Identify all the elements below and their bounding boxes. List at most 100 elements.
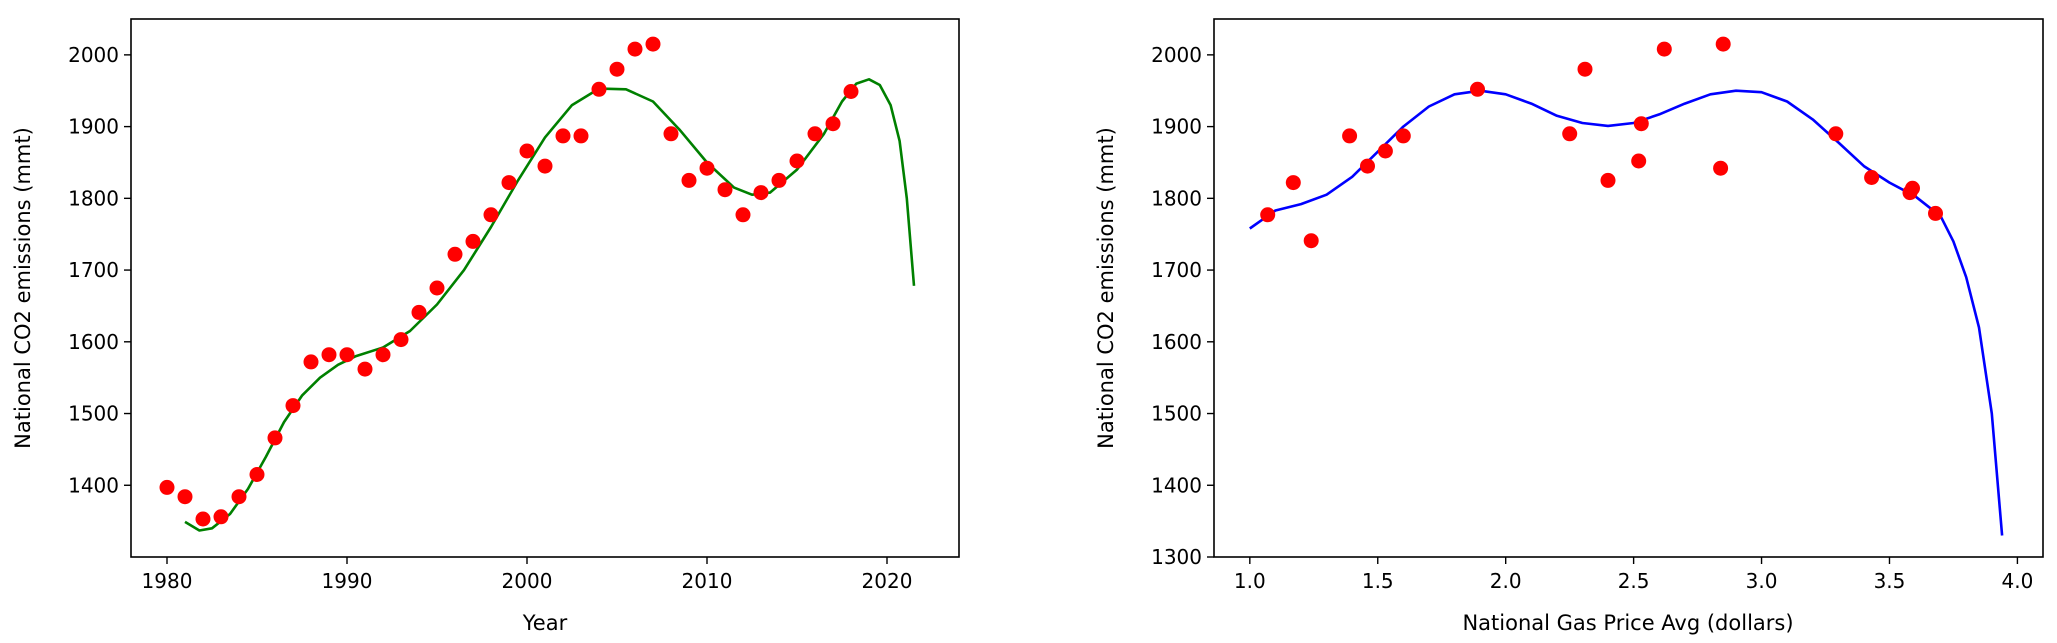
data-point xyxy=(753,185,769,201)
y-axis-ticks: 1300 1400 1500 1600 1700 1800 1900 2000 xyxy=(1151,43,1214,569)
data-point xyxy=(1633,116,1649,132)
data-point xyxy=(393,332,409,348)
data-point xyxy=(573,128,589,144)
data-point xyxy=(285,398,301,414)
data-point xyxy=(1377,143,1393,159)
data-point xyxy=(663,126,679,142)
data-point xyxy=(303,354,319,370)
y-tick-label: 1800 xyxy=(1151,186,1202,210)
data-point xyxy=(1656,41,1672,57)
data-point xyxy=(1905,180,1920,196)
x-tick-label: 2.0 xyxy=(1490,569,1522,593)
data-point xyxy=(789,153,805,169)
data-point xyxy=(627,41,643,57)
x-axis-ticks: 1.0 1.5 2.0 2.5 3.0 3.5 4.0 xyxy=(1234,557,2033,593)
x-tick-label: 1.0 xyxy=(1234,569,1266,593)
data-point xyxy=(411,304,427,320)
data-point xyxy=(537,158,553,174)
data-point xyxy=(1285,175,1301,191)
data-point xyxy=(339,347,355,363)
data-point xyxy=(1713,160,1729,176)
y-tick-label: 1900 xyxy=(1151,115,1202,139)
y-tick-label: 1700 xyxy=(1151,258,1202,282)
chart-year-vs-emissions: 1980 1990 2000 2010 2020 1400 1500 1600 1700 180… xyxy=(11,18,960,635)
data-point xyxy=(555,128,571,144)
x-tick-label: 2000 xyxy=(502,569,553,593)
data-point xyxy=(1360,158,1375,174)
chart-gas-price-vs-emissions: 1.0 1.5 2.0 2.5 3.0 3.5 4.0 1300 1400 1500 1600 17… xyxy=(1094,18,2044,635)
y-axis-label: National CO2 emissions (mmt) xyxy=(11,127,35,449)
data-point xyxy=(1395,128,1411,144)
x-axis-label: Year xyxy=(522,611,568,635)
y-tick-label: 1700 xyxy=(68,258,119,282)
x-tick-label: 3.5 xyxy=(1874,569,1906,593)
data-point xyxy=(1600,172,1616,188)
data-point xyxy=(159,479,175,495)
y-tick-label: 1600 xyxy=(68,330,119,354)
data-point xyxy=(483,207,499,223)
y-tick-label: 1400 xyxy=(1151,473,1202,497)
y-tick-label: 1500 xyxy=(1151,402,1202,426)
fit-line xyxy=(184,78,916,532)
x-tick-label: 2.5 xyxy=(1618,569,1650,593)
chart-marks xyxy=(159,36,916,532)
chart-marks xyxy=(1249,36,2004,536)
data-point xyxy=(681,172,697,188)
data-point xyxy=(1303,233,1319,249)
data-point xyxy=(1577,61,1593,77)
data-point xyxy=(267,430,283,446)
data-point xyxy=(1260,207,1276,223)
data-point xyxy=(249,467,265,482)
data-point xyxy=(1828,126,1844,142)
data-point xyxy=(591,81,607,97)
data-point xyxy=(177,489,193,505)
data-point xyxy=(519,143,535,159)
x-tick-label: 1990 xyxy=(322,569,373,593)
data-point xyxy=(1631,153,1647,169)
x-tick-label: 2010 xyxy=(682,569,733,593)
x-tick-label: 4.0 xyxy=(2002,569,2034,593)
data-point xyxy=(1715,36,1731,52)
data-point xyxy=(195,511,211,527)
x-tick-label: 1980 xyxy=(142,569,193,593)
data-point xyxy=(375,347,391,363)
data-point xyxy=(825,116,841,132)
data-point xyxy=(447,246,463,262)
data-point xyxy=(1342,128,1358,144)
data-point xyxy=(717,182,733,198)
y-axis-ticks: 1400 1500 1600 1700 1800 1900 2000 xyxy=(68,43,131,497)
y-tick-label: 1300 xyxy=(1151,545,1202,569)
data-point xyxy=(645,36,661,52)
data-point xyxy=(609,61,625,77)
data-point xyxy=(1470,81,1485,97)
data-point xyxy=(357,361,373,377)
data-point xyxy=(1864,170,1880,185)
y-tick-label: 2000 xyxy=(68,43,119,67)
x-axis-label: National Gas Price Avg (dollars) xyxy=(1462,611,1793,635)
y-tick-label: 1800 xyxy=(68,186,119,210)
data-point xyxy=(699,160,715,176)
y-tick-label: 1900 xyxy=(68,115,119,139)
data-point xyxy=(807,126,823,142)
y-tick-label: 2000 xyxy=(1151,43,1202,67)
data-point xyxy=(213,509,229,525)
y-tick-label: 1500 xyxy=(68,402,119,426)
y-axis-label: National CO2 emissions (mmt) xyxy=(1094,127,1118,449)
data-point xyxy=(1562,126,1578,142)
data-point xyxy=(1928,205,1943,221)
x-tick-label: 2020 xyxy=(862,569,913,593)
x-tick-label: 1.5 xyxy=(1362,569,1394,593)
data-point xyxy=(843,84,859,99)
data-point xyxy=(771,172,787,188)
data-point xyxy=(429,280,445,296)
data-point xyxy=(465,233,481,249)
plot-area-frame xyxy=(1213,18,2044,558)
y-tick-label: 1600 xyxy=(1151,330,1202,354)
y-tick-label: 1400 xyxy=(68,473,119,497)
data-point xyxy=(321,347,337,363)
data-point xyxy=(735,207,751,223)
data-point xyxy=(501,175,517,191)
data-point xyxy=(231,489,247,505)
x-tick-label: 3.0 xyxy=(1746,569,1778,593)
